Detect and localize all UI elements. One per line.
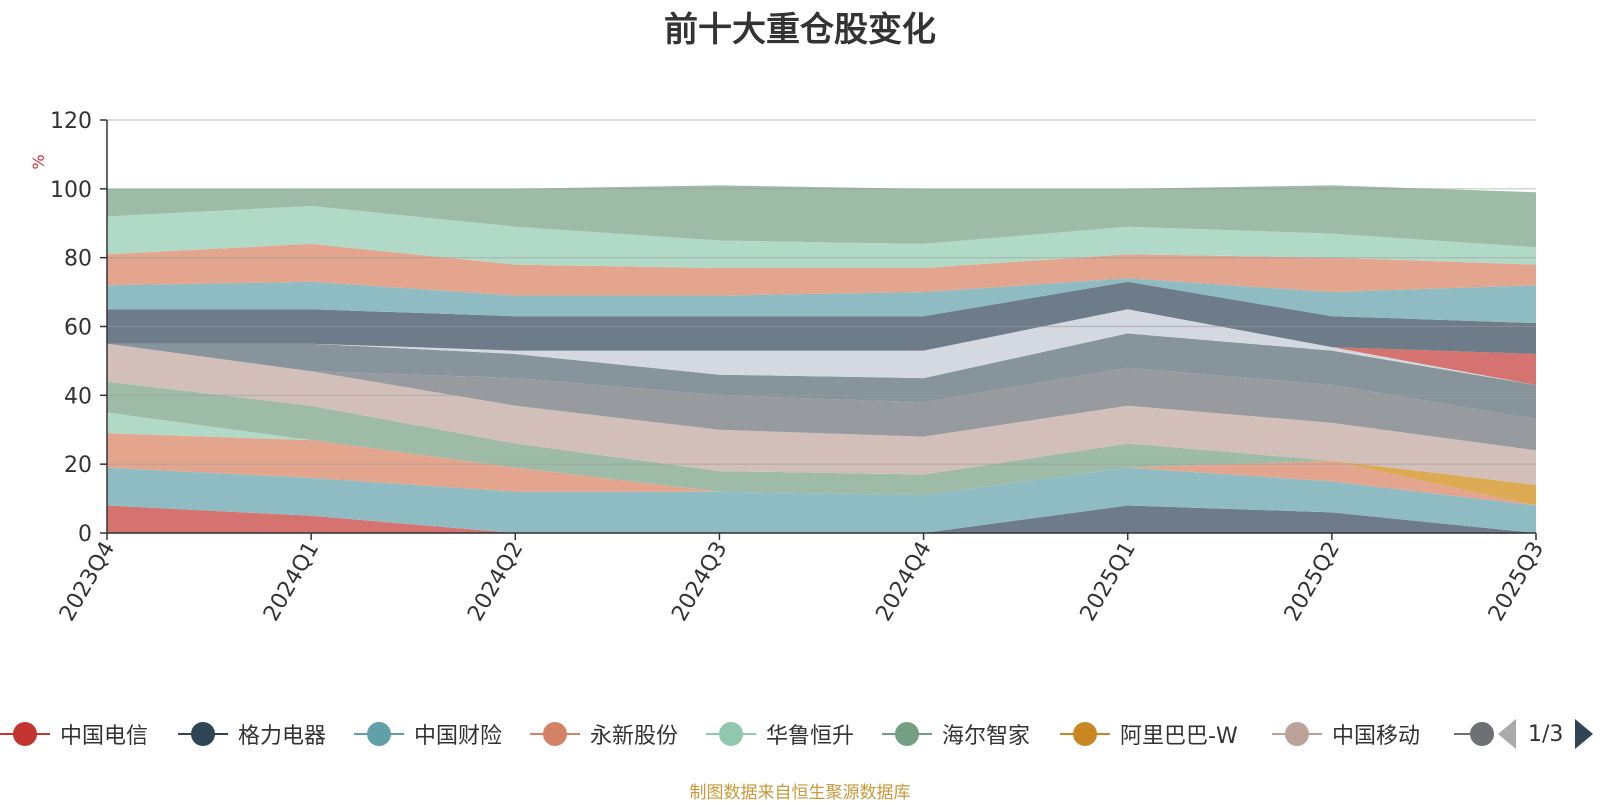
area-series-7 xyxy=(107,343,1536,485)
legend-item-label: 中国电信 xyxy=(60,724,149,749)
area-series-6 xyxy=(107,381,1536,496)
legend-item[interactable]: 中国移动 xyxy=(1272,714,1420,754)
y-axis: 0 20 40 60 80 100 120% xyxy=(29,109,108,547)
legend-item-label: 中国财险 xyxy=(414,724,503,749)
legend-marker-icon xyxy=(882,722,932,746)
y-tick-label: 20 xyxy=(64,453,92,478)
area-series-10 xyxy=(107,309,1536,385)
legend-marker-icon xyxy=(178,722,228,746)
chart-legend: 中国电信 格力电器 中国财险 永新股份 华鲁恒升 海尔智家 阿里巴巴-W 中国移动 xyxy=(0,714,1600,754)
legend-item-label: 中国移动 xyxy=(1332,724,1421,749)
legend-item[interactable]: 海尔智家 xyxy=(882,714,1030,754)
legend-item-label: 格力电器 xyxy=(238,724,327,749)
y-tick-label: 100 xyxy=(50,178,92,203)
y-tick-label: 60 xyxy=(64,316,92,341)
legend-page-indicator: 1/3 xyxy=(1528,721,1564,747)
legend-item[interactable]: 华鲁恒升 xyxy=(706,714,854,754)
area-series-9 xyxy=(107,333,1536,420)
legend-marker-icon xyxy=(1272,722,1322,746)
x-tick-label: 2024Q3 xyxy=(667,538,732,626)
area-series-group xyxy=(107,185,1536,533)
area-series-12 xyxy=(107,281,1536,354)
x-tick-label: 2025Q2 xyxy=(1280,538,1345,626)
area-series-15 xyxy=(107,206,1536,268)
legend-marker-icon xyxy=(706,722,756,746)
legend-item[interactable]: 永新股份 xyxy=(530,714,678,754)
x-tick-label: 2025Q1 xyxy=(1076,538,1141,626)
legend-next-page-icon[interactable] xyxy=(1575,719,1594,749)
legend-item-label: 海尔智家 xyxy=(942,724,1031,749)
area-series-13 xyxy=(107,278,1536,324)
y-tick-label: 80 xyxy=(64,247,92,272)
y-axis-title: % xyxy=(29,154,48,169)
x-tick-label: 2023Q4 xyxy=(55,538,120,626)
area-series-2 xyxy=(107,467,1536,533)
legend-item-label: 华鲁恒升 xyxy=(766,724,855,749)
legend-marker-icon xyxy=(1060,722,1110,746)
legend-prev-page-icon[interactable] xyxy=(1498,719,1516,749)
legend-item-label: 阿里巴巴-W xyxy=(1120,724,1238,749)
area-series-8 xyxy=(107,343,1536,451)
x-axis: 2023Q4 2024Q1 2024Q2 2024Q3 2024Q4 2025Q1 2025… xyxy=(55,532,1549,626)
chart-title: 前十大重仓股变化 xyxy=(664,10,936,50)
y-tick-label: 40 xyxy=(64,384,92,409)
area-chart: 0 20 40 60 80 100 120% 2023Q4 2024Q1 2024Q2 2024Q3… xyxy=(29,109,1549,626)
y-tick-label: 120 xyxy=(50,109,92,134)
legend-marker-icon xyxy=(354,722,404,746)
area-series-3 xyxy=(107,433,1536,506)
legend-marker-icon xyxy=(530,722,580,746)
legend-marker-icon xyxy=(0,722,50,746)
area-series-0 xyxy=(107,505,1536,533)
area-series-1 xyxy=(107,505,1536,533)
legend-item[interactable]: 阿里巴巴-W xyxy=(1060,714,1238,754)
x-tick-label: 2024Q1 xyxy=(259,538,324,626)
x-tick-label: 2025Q3 xyxy=(1484,538,1549,626)
legend-pager: 1/3 xyxy=(1498,714,1594,754)
x-tick-label: 2024Q2 xyxy=(463,538,528,626)
legend-item[interactable]: 格力电器 xyxy=(178,714,326,754)
area-series-14 xyxy=(107,243,1536,296)
legend-item-label: 永新股份 xyxy=(590,724,679,749)
area-series-16 xyxy=(107,185,1536,248)
x-tick-label: 2024Q4 xyxy=(871,538,936,626)
y-tick-label: 0 xyxy=(78,522,92,547)
data-source-note: 制图数据来自恒生聚源数据库 xyxy=(689,783,911,803)
legend-item-clipped xyxy=(1454,714,1494,754)
legend-item[interactable]: 中国财险 xyxy=(354,714,502,754)
legend-item[interactable]: 中国电信 xyxy=(0,714,148,754)
